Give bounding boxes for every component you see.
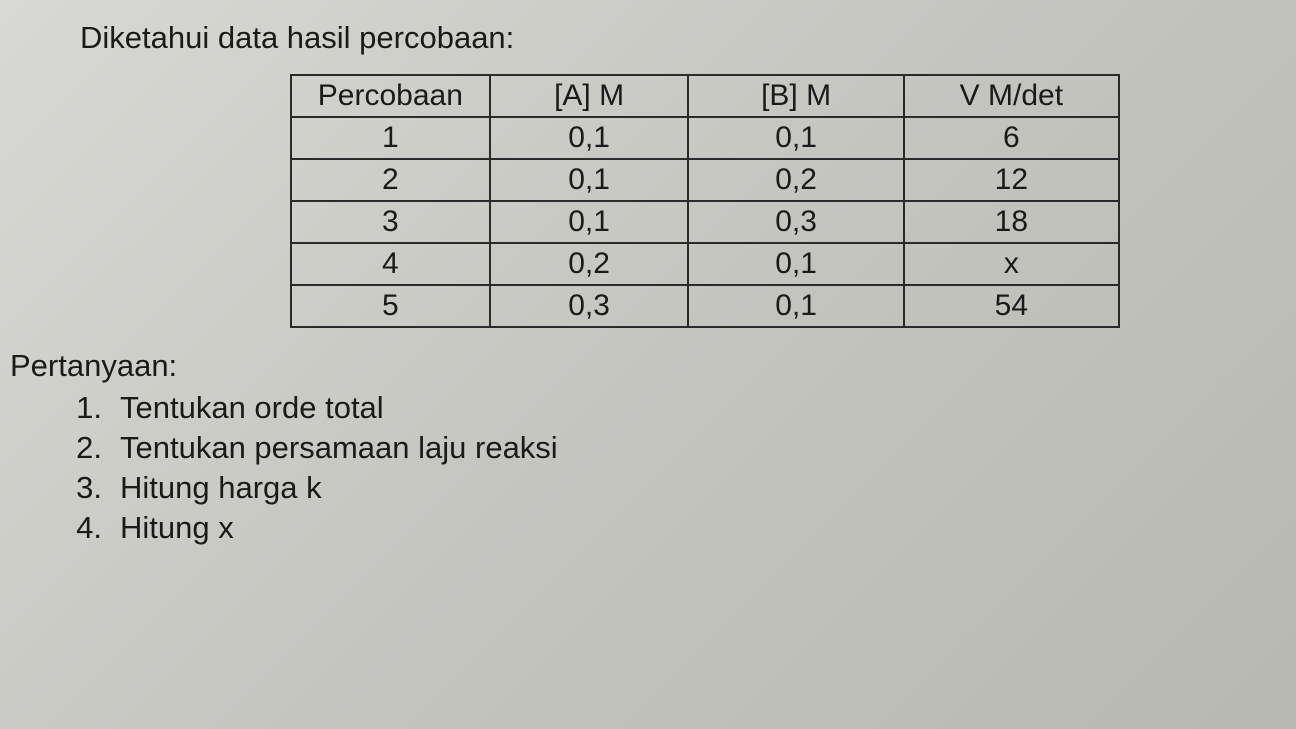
cell-percobaan: 5 (291, 285, 490, 327)
question-item: 4. Hitung x (64, 510, 1236, 546)
table-row: 4 0,2 0,1 x (291, 243, 1119, 285)
cell-percobaan: 2 (291, 159, 490, 201)
question-item: 2. Tentukan persamaan laju reaksi (64, 430, 1236, 466)
question-text: Tentukan persamaan laju reaksi (120, 430, 558, 466)
cell-a: 0,1 (490, 201, 689, 243)
question-item: 1. Tentukan orde total (64, 390, 1236, 426)
question-text: Tentukan orde total (120, 390, 384, 426)
table-row: 1 0,1 0,1 6 (291, 117, 1119, 159)
table-header-row: Percobaan [A] M [B] M V M/det (291, 75, 1119, 117)
table-row: 3 0,1 0,3 18 (291, 201, 1119, 243)
questions-list: 1. Tentukan orde total 2. Tentukan persa… (64, 390, 1236, 546)
col-header-a: [A] M (490, 75, 689, 117)
question-item: 3. Hitung harga k (64, 470, 1236, 506)
table-row: 5 0,3 0,1 54 (291, 285, 1119, 327)
question-number: 4. (64, 510, 102, 546)
table-row: 2 0,1 0,2 12 (291, 159, 1119, 201)
col-header-v: V M/det (904, 75, 1119, 117)
question-number: 1. (64, 390, 102, 426)
cell-v: 18 (904, 201, 1119, 243)
data-table-wrapper: Percobaan [A] M [B] M V M/det 1 0,1 0,1 … (290, 74, 1120, 328)
cell-a: 0,2 (490, 243, 689, 285)
question-text: Hitung harga k (120, 470, 322, 506)
question-number: 2. (64, 430, 102, 466)
cell-b: 0,1 (688, 285, 903, 327)
cell-v: 12 (904, 159, 1119, 201)
cell-a: 0,3 (490, 285, 689, 327)
data-table: Percobaan [A] M [B] M V M/det 1 0,1 0,1 … (290, 74, 1120, 328)
cell-percobaan: 4 (291, 243, 490, 285)
cell-v: 6 (904, 117, 1119, 159)
cell-percobaan: 1 (291, 117, 490, 159)
intro-text: Diketahui data hasil percobaan: (80, 20, 1236, 56)
cell-v: 54 (904, 285, 1119, 327)
cell-b: 0,1 (688, 243, 903, 285)
cell-a: 0,1 (490, 117, 689, 159)
cell-b: 0,2 (688, 159, 903, 201)
cell-a: 0,1 (490, 159, 689, 201)
cell-b: 0,1 (688, 117, 903, 159)
cell-v: x (904, 243, 1119, 285)
question-number: 3. (64, 470, 102, 506)
cell-percobaan: 3 (291, 201, 490, 243)
questions-label: Pertanyaan: (10, 348, 1236, 384)
col-header-b: [B] M (688, 75, 903, 117)
cell-b: 0,3 (688, 201, 903, 243)
col-header-percobaan: Percobaan (291, 75, 490, 117)
question-text: Hitung x (120, 510, 234, 546)
